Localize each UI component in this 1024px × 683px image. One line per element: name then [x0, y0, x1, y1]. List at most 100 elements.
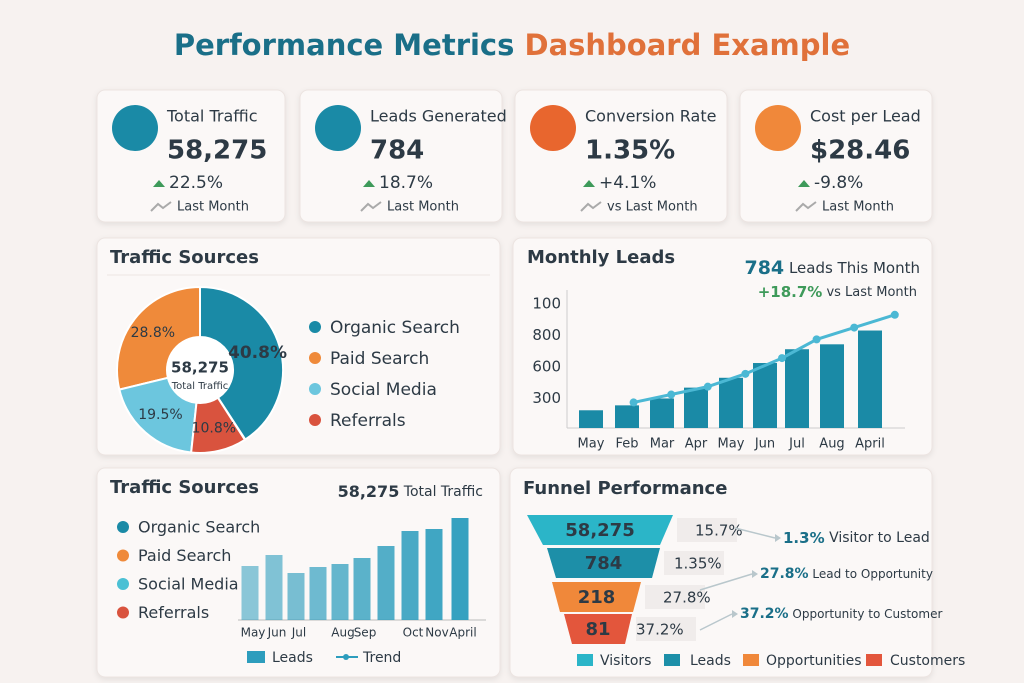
conversion-value: 1.3% [783, 529, 825, 547]
card-change: +4.1% [599, 173, 656, 193]
card-compare: Last Month [822, 200, 894, 215]
card-label: Cost per Lead [810, 107, 921, 126]
x-tick-label: Jun [754, 437, 775, 452]
subline: +18.7% vs Last Month [758, 283, 917, 301]
stage-value: 784 [585, 553, 623, 574]
legend-dot [117, 521, 129, 533]
card-icon [530, 105, 576, 151]
arrow-head [775, 534, 781, 542]
center-label: Total Traffic [171, 381, 229, 392]
panel-title: Funnel Performance [523, 478, 727, 499]
legend-label: Referrals [330, 411, 406, 431]
funnel-stage [564, 614, 632, 644]
card-label: Total Traffic [166, 107, 258, 126]
panel-title: Monthly Leads [527, 247, 675, 268]
funnel-stage [547, 548, 660, 578]
legend-dot [309, 383, 321, 395]
bar [353, 558, 371, 620]
card-label: Conversion Rate [585, 107, 716, 126]
bar [451, 518, 469, 620]
trend-point [741, 369, 750, 378]
legend-swatch [866, 654, 882, 666]
x-tick-label: Oct [403, 626, 424, 640]
legend-swatch [664, 654, 680, 666]
card-icon [112, 105, 158, 151]
slice-label: 40.8% [228, 343, 287, 363]
legend-label: Leads [272, 650, 313, 666]
conversion-label: Visitor to Lead [829, 530, 930, 546]
legend-label: Referrals [138, 603, 209, 622]
center-value: 58,275 [171, 359, 229, 377]
title-start: Performance Metrics [174, 28, 515, 62]
headline-text: Total Traffic [403, 484, 483, 500]
x-tick-label: May [578, 437, 605, 452]
legend-label: Organic Search [138, 518, 260, 537]
x-tick-label: April [855, 437, 885, 452]
legend-label: Paid Search [330, 349, 429, 369]
legend-dot [309, 414, 321, 426]
bar [820, 344, 844, 428]
y-tick-label: 800 [532, 326, 561, 344]
legend-label: Organic Search [330, 318, 460, 338]
trend-point [778, 354, 786, 363]
bar [615, 405, 639, 428]
card-change: 22.5% [169, 173, 223, 193]
card-compare: Last Month [177, 200, 249, 215]
funnel-stage [552, 582, 641, 612]
rate-bg [664, 551, 724, 575]
legend-label: Paid Search [138, 546, 231, 565]
bar [684, 387, 708, 428]
conversion-label: Lead to Opportunity [812, 567, 933, 581]
bar [309, 567, 327, 620]
conversion-value: 37.2% [740, 606, 789, 622]
legend-swatch [577, 654, 593, 666]
stage-rate: 15.7% [695, 522, 743, 540]
trend-point [667, 390, 676, 399]
bar [858, 330, 882, 428]
donut-hole [167, 337, 233, 403]
y-tick-label: 100 [532, 295, 561, 313]
x-tick-label: Jul [788, 437, 805, 452]
headline: 784 Leads This Month [744, 257, 920, 279]
legend-label: Customers [890, 653, 965, 669]
conversion-value: 27.8% [760, 566, 809, 582]
slice-label: 10.8% [192, 420, 236, 436]
slice-label: 28.8% [131, 325, 175, 341]
bar [753, 363, 777, 428]
legend-dot [343, 654, 349, 660]
stage-value: 81 [585, 619, 610, 640]
headline-text: Leads This Month [789, 259, 920, 277]
headline-value: 58,275 [338, 482, 400, 501]
bar [785, 349, 809, 428]
legend-label: Social Media [330, 380, 437, 400]
sub-value: +18.7% [758, 283, 823, 301]
x-tick-label: Aug [819, 437, 844, 452]
legend-label: Leads [690, 653, 731, 669]
conversion: 37.2% Opportunity to Customer [740, 606, 942, 622]
rate-bg [645, 585, 705, 609]
legend-label: Opportunities [766, 653, 862, 669]
legend-dot [117, 606, 129, 619]
legend-swatch [247, 651, 265, 663]
rate-bg [636, 617, 696, 641]
card-value: 58,275 [167, 136, 267, 166]
legend-label: Social Media [138, 575, 239, 594]
conversion: 1.3% Visitor to Lead [783, 529, 930, 547]
arrow [734, 527, 776, 539]
legend-dot [309, 352, 321, 364]
bar [265, 555, 283, 620]
panel-title: Traffic Sources [110, 477, 259, 498]
card-label: Leads Generated [370, 107, 507, 126]
trend-point [850, 323, 859, 332]
bar [579, 410, 603, 428]
headline-value: 784 [744, 257, 784, 279]
stage-rate: 37.2% [636, 621, 684, 639]
x-tick-label: Feb [615, 437, 638, 452]
bar [331, 564, 349, 620]
bar [377, 546, 395, 620]
trend-icon [580, 201, 602, 212]
stage-value: 218 [578, 587, 616, 608]
card-value: 1.35% [585, 136, 675, 166]
y-tick-label: 300 [532, 389, 561, 407]
